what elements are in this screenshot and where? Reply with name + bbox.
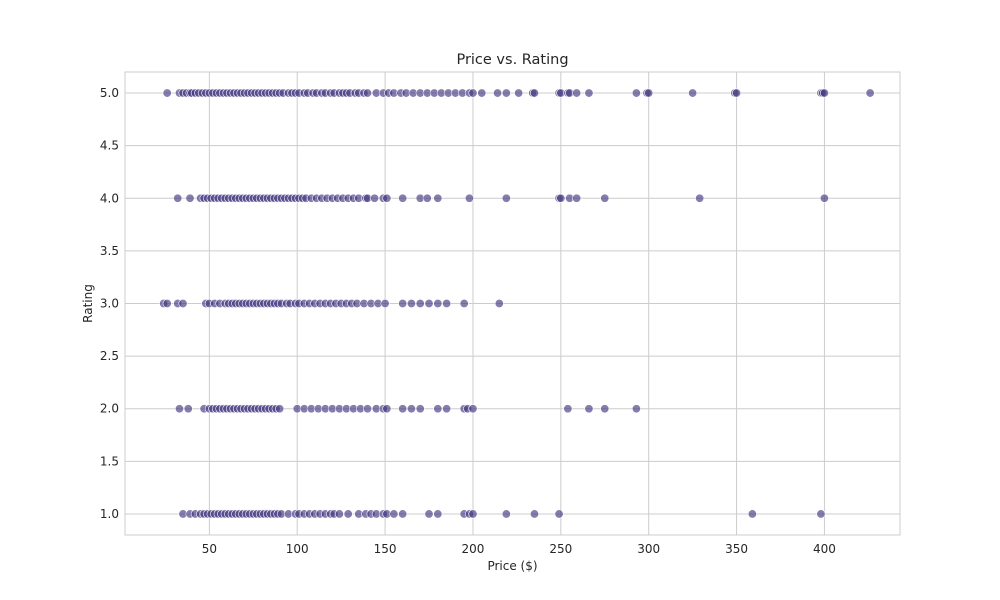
- data-point: [162, 298, 172, 308]
- data-point: [529, 509, 539, 519]
- data-point: [343, 509, 353, 519]
- y-axis-label: Rating: [81, 284, 95, 323]
- x-tick-label: 350: [725, 542, 748, 556]
- y-tick-label: 3.5: [100, 244, 119, 258]
- data-point: [382, 404, 392, 414]
- x-tick-label: 50: [202, 542, 217, 556]
- data-point: [468, 509, 478, 519]
- y-tick-label: 2.5: [100, 349, 119, 363]
- data-point: [514, 88, 524, 98]
- data-point: [584, 88, 594, 98]
- data-point: [493, 88, 503, 98]
- data-point: [688, 88, 698, 98]
- x-tick-label: 300: [637, 542, 660, 556]
- data-point: [398, 404, 408, 414]
- y-tick-label: 4.0: [100, 191, 119, 205]
- y-tick-label: 1.5: [100, 454, 119, 468]
- data-point: [572, 193, 582, 203]
- y-tick-label: 3.0: [100, 297, 119, 311]
- data-point: [424, 298, 434, 308]
- data-point: [494, 298, 504, 308]
- x-tick-label: 150: [374, 542, 397, 556]
- data-point: [433, 193, 443, 203]
- data-point: [556, 193, 566, 203]
- data-point: [389, 509, 399, 519]
- data-point: [433, 298, 443, 308]
- data-point: [275, 404, 285, 414]
- data-point: [398, 298, 408, 308]
- data-point: [173, 193, 183, 203]
- data-point: [600, 193, 610, 203]
- data-point: [185, 193, 195, 203]
- data-point: [501, 88, 511, 98]
- plot-frame: [124, 71, 901, 536]
- data-point: [819, 88, 829, 98]
- data-point: [162, 88, 172, 98]
- data-point: [554, 509, 564, 519]
- data-point: [178, 298, 188, 308]
- data-point: [747, 509, 757, 519]
- data-point: [334, 509, 344, 519]
- data-point: [424, 509, 434, 519]
- data-point: [415, 298, 425, 308]
- data-point: [584, 404, 594, 414]
- y-tick-label: 4.5: [100, 139, 119, 153]
- x-tick-label: 400: [813, 542, 836, 556]
- data-point: [415, 404, 425, 414]
- data-point: [819, 193, 829, 203]
- data-point: [529, 88, 539, 98]
- data-point: [631, 88, 641, 98]
- data-points: [159, 88, 875, 519]
- data-point: [501, 509, 511, 519]
- data-point: [631, 404, 641, 414]
- data-point: [732, 88, 742, 98]
- y-tick-label: 5.0: [100, 86, 119, 100]
- data-point: [398, 509, 408, 519]
- data-point: [406, 298, 416, 308]
- x-tick-label: 200: [462, 542, 485, 556]
- data-point: [380, 298, 390, 308]
- data-point: [406, 404, 416, 414]
- data-point: [816, 509, 826, 519]
- data-point: [382, 193, 392, 203]
- data-point: [370, 193, 380, 203]
- data-point: [600, 404, 610, 414]
- data-point: [183, 404, 193, 414]
- y-tick-labels: 1.0 1.5 2.0 2.5 3.0 3.5 4.0 4.5 5.0: [100, 86, 119, 521]
- y-tick-label: 2.0: [100, 402, 119, 416]
- data-point: [174, 404, 184, 414]
- data-point: [442, 298, 452, 308]
- y-tick-label: 1.0: [100, 507, 119, 521]
- data-point: [422, 193, 432, 203]
- data-point: [695, 193, 705, 203]
- data-point: [468, 88, 478, 98]
- data-point: [433, 509, 443, 519]
- data-point: [363, 404, 373, 414]
- data-point: [442, 404, 452, 414]
- x-axis-label: Price ($): [487, 559, 537, 573]
- data-point: [433, 404, 443, 414]
- x-tick-label: 250: [549, 542, 572, 556]
- data-point: [572, 88, 582, 98]
- chart-title: Price vs. Rating: [456, 52, 568, 68]
- data-point: [563, 404, 573, 414]
- data-point: [477, 88, 487, 98]
- data-point: [464, 193, 474, 203]
- x-tick-labels: 50 100 150 200 250 300 350 400: [202, 542, 836, 556]
- data-point: [398, 193, 408, 203]
- data-point: [459, 298, 469, 308]
- data-point: [501, 193, 511, 203]
- x-tick-label: 100: [286, 542, 309, 556]
- data-point: [644, 88, 654, 98]
- data-point: [363, 88, 373, 98]
- data-point: [468, 404, 478, 414]
- data-point: [865, 88, 875, 98]
